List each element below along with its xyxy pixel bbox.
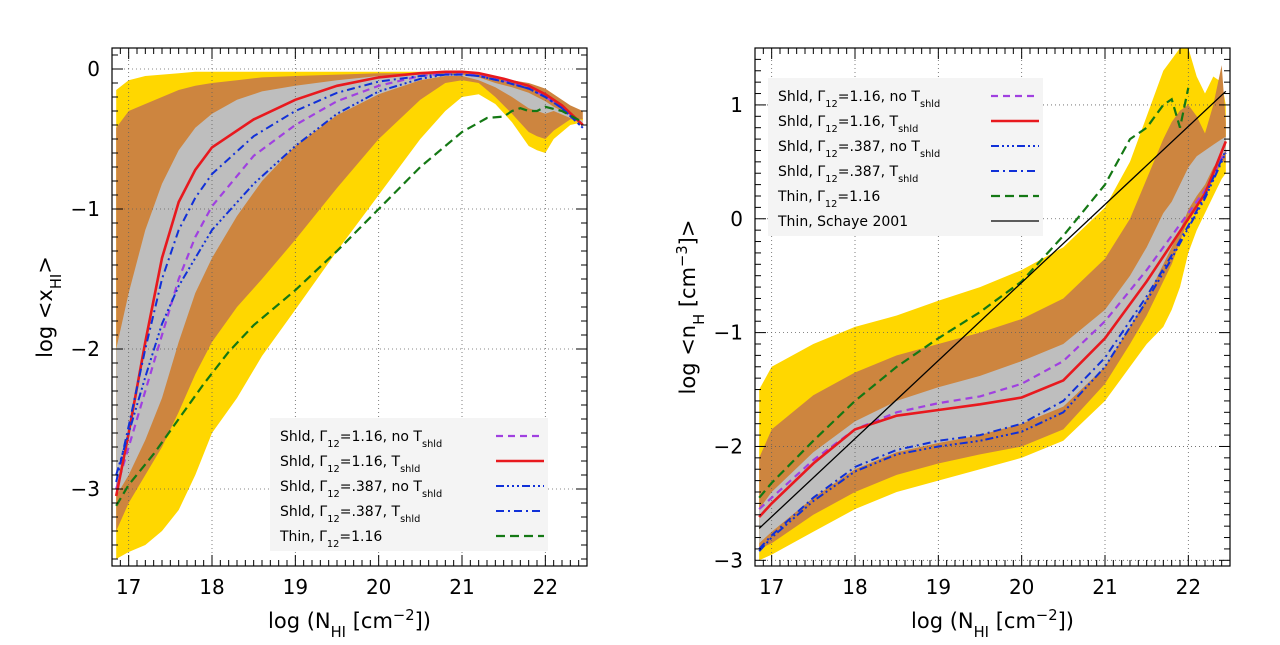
x-tick-label: 22: [1176, 575, 1201, 599]
y-tick-label: 0: [87, 57, 100, 81]
legend-label: Thin, Γ12=1.16: [777, 189, 880, 210]
x-axis-label: log (NHI [cm−2]): [268, 607, 431, 641]
series-line-4: [758, 87, 1190, 499]
x-tick-label: 19: [926, 575, 951, 599]
y-tick-label: 0: [730, 207, 743, 231]
x-tick-label: 18: [842, 575, 867, 599]
series-line-1: [114, 70, 584, 497]
y-tick-label: −2: [71, 337, 100, 361]
y-tick-label: −2: [714, 434, 743, 458]
legend-label: Shld, Γ12=1.16, no Tshld: [280, 429, 442, 450]
x-tick-label: 18: [199, 575, 224, 599]
legend-box: [270, 418, 548, 551]
x-tick-label: 20: [366, 575, 391, 599]
legend: Shld, Γ12=1.16, no Tshld Shld, Γ12=1.16, …: [270, 418, 548, 551]
left-panel: 17 18 19 20 21 22 −3 −2 −1 0 log (NHI [cm−2]) log <…: [33, 47, 588, 641]
x-tick-label: 17: [759, 575, 784, 599]
legend-box: [768, 78, 1043, 236]
legend-label: Thin, Γ12=1.16: [279, 529, 382, 550]
legend-label: Shld, Γ12=1.16, Tshld: [778, 114, 918, 135]
right-panel: 17 18 19 20 21 22 −3 −2 −1 0 1 log (NHI [cm−2]) log …: [674, 47, 1231, 641]
legend-label: Shld, Γ12=1.16, Tshld: [280, 454, 420, 475]
legend-label: Shld, Γ12=.387, Tshld: [280, 504, 420, 525]
y-axis-label: log <nH [cm−3]>: [674, 220, 708, 395]
plot-frame: [754, 47, 1231, 567]
series-line-2: [115, 73, 584, 476]
x-axis-label: log (NHI [cm−2]): [911, 607, 1074, 641]
series-line-2: [758, 152, 1227, 552]
y-tick-label: −1: [714, 321, 743, 345]
series-line-3: [115, 73, 584, 483]
legend-label: Shld, Γ12=.387, Tshld: [778, 164, 918, 185]
legend-label: Shld, Γ12=.387, no Tshld: [778, 139, 940, 160]
series-line-1: [758, 140, 1228, 518]
legend-label: Shld, Γ12=1.16, no Tshld: [778, 89, 940, 110]
x-tick-label: 20: [1009, 575, 1034, 599]
y-tick-label: −3: [714, 548, 743, 572]
x-tick-label: 21: [1092, 575, 1117, 599]
band-inner: [116, 74, 583, 496]
plot-area: [755, 48, 1230, 566]
y-tick-label: −1: [71, 197, 100, 221]
series-line-3: [758, 150, 1227, 550]
x-tick-label: 21: [449, 575, 474, 599]
legend-label: Thin, Schaye 2001: [777, 214, 908, 230]
y-tick-label: 1: [730, 93, 743, 117]
legend-label: Shld, Γ12=.387, no Tshld: [280, 479, 442, 500]
ticks: [754, 47, 1231, 566]
x-tick-label: 22: [533, 575, 558, 599]
series-line-5: [758, 90, 1227, 529]
series-line-0: [758, 149, 1227, 510]
legend: Shld, Γ12=1.16, no Tshld Shld, Γ12=1.16, …: [768, 78, 1043, 236]
x-tick-label: 19: [283, 575, 308, 599]
series-line-0: [115, 72, 584, 490]
plot-frame: [111, 47, 588, 567]
x-tick-label: 17: [116, 575, 141, 599]
band-inner: [759, 136, 1226, 544]
y-axis-label: log <xHI>: [33, 256, 65, 358]
plot-area: [112, 48, 587, 566]
y-tick-label: −3: [71, 477, 100, 501]
series-line-4: [115, 105, 584, 507]
